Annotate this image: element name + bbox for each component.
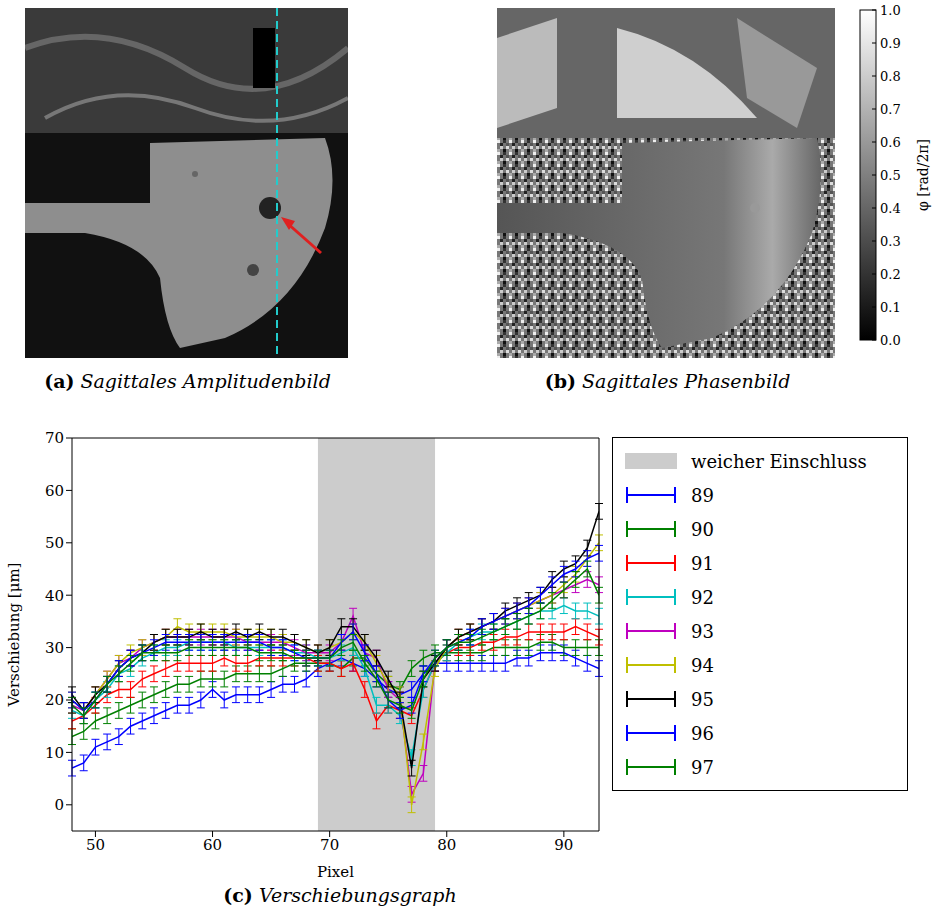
html-text:91: 91 bbox=[691, 552, 714, 574]
svg-text:0.2: 0.2 bbox=[880, 267, 901, 282]
html-text:97: 97 bbox=[691, 756, 714, 778]
html-text:94: 94 bbox=[691, 654, 714, 676]
svg-text:0.4: 0.4 bbox=[880, 201, 901, 216]
svg-text:50: 50 bbox=[45, 534, 64, 552]
svg-text:60: 60 bbox=[203, 836, 222, 854]
svg-text:0.6: 0.6 bbox=[880, 135, 901, 150]
svg-text:70: 70 bbox=[320, 836, 339, 854]
svg-text:0.7: 0.7 bbox=[880, 102, 901, 117]
svg-text:0.1: 0.1 bbox=[880, 300, 901, 315]
svg-text:0.3: 0.3 bbox=[880, 234, 901, 249]
svg-text:10: 10 bbox=[45, 744, 64, 762]
svg-text:80: 80 bbox=[437, 836, 456, 854]
svg-text:30: 30 bbox=[45, 639, 64, 657]
svg-text:Verschiebung [μm]: Verschiebung [μm] bbox=[5, 563, 23, 708]
svg-text:φ [rad/2π]: φ [rad/2π] bbox=[915, 139, 931, 211]
html-text:weicher Einschluss: weicher Einschluss bbox=[691, 450, 867, 472]
svg-text:70: 70 bbox=[45, 429, 64, 447]
html-text:(c) Verschiebungsgraph: (c) Verschiebungsgraph bbox=[223, 884, 457, 906]
html-text:90: 90 bbox=[691, 518, 714, 540]
html-text:96: 96 bbox=[691, 722, 714, 744]
svg-text:90: 90 bbox=[554, 836, 573, 854]
html-text:92: 92 bbox=[691, 586, 714, 608]
html-text:89: 89 bbox=[691, 484, 714, 506]
html-text:(a) Sagittales Amplitudenbild: (a) Sagittales Amplitudenbild bbox=[44, 370, 331, 392]
svg-text:Pixel: Pixel bbox=[317, 863, 354, 881]
html-text:(b) Sagittales Phasenbild: (b) Sagittales Phasenbild bbox=[544, 370, 791, 392]
svg-text:0.8: 0.8 bbox=[880, 69, 901, 84]
svg-text:0.9: 0.9 bbox=[880, 36, 901, 51]
svg-text:0.0: 0.0 bbox=[880, 333, 901, 348]
svg-text:0: 0 bbox=[54, 796, 64, 814]
svg-text:1.0: 1.0 bbox=[880, 3, 901, 18]
svg-text:0.5: 0.5 bbox=[880, 168, 901, 183]
svg-text:50: 50 bbox=[86, 836, 105, 854]
html-text:95: 95 bbox=[691, 688, 714, 710]
html-text:93: 93 bbox=[691, 620, 714, 642]
svg-text:20: 20 bbox=[45, 691, 64, 709]
svg-text:40: 40 bbox=[45, 587, 64, 605]
svg-text:60: 60 bbox=[45, 482, 64, 500]
